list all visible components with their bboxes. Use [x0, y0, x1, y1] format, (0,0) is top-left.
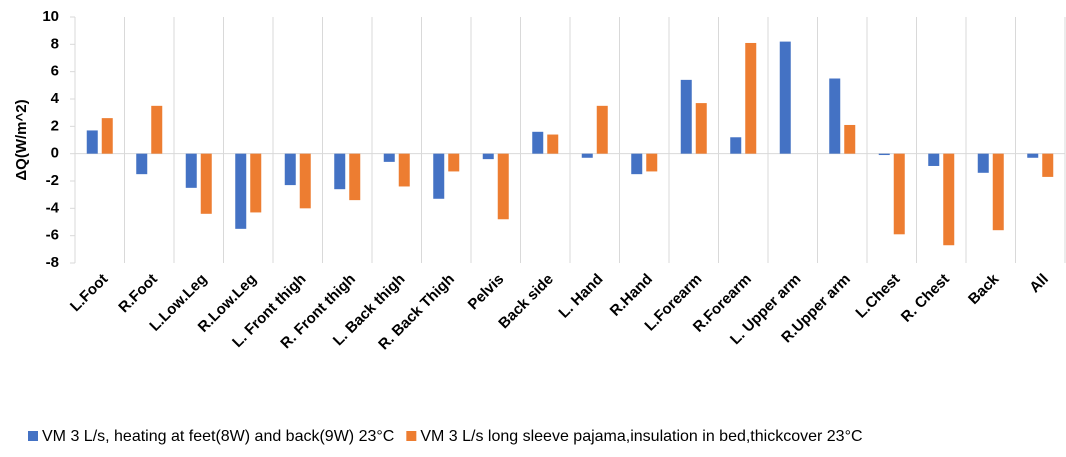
bar — [482, 153, 494, 160]
y-tick-label: 2 — [51, 117, 59, 134]
legend-text: VM 3 L/s, heating at feet(8W) and back(9… — [42, 428, 394, 445]
bar — [992, 153, 1004, 231]
bar — [1042, 153, 1054, 177]
y-tick-label: 0 — [51, 145, 59, 162]
y-tick-label: 4 — [51, 90, 60, 107]
y-tick-label: 6 — [51, 63, 59, 80]
y-tick-label: -2 — [46, 172, 59, 189]
bar — [928, 153, 940, 166]
x-tick-label: L.Chest — [852, 271, 903, 322]
x-tick-label: R.Foot — [115, 271, 161, 317]
bar — [284, 153, 296, 186]
legend-swatch — [28, 431, 38, 441]
x-tick-label: R.Hand — [607, 271, 656, 320]
bar — [695, 103, 707, 154]
bar — [101, 118, 113, 154]
bar — [844, 124, 856, 154]
bar — [299, 153, 311, 209]
bar — [547, 134, 559, 154]
bar — [943, 153, 955, 246]
y-tick-label: 8 — [51, 35, 59, 52]
bar — [532, 131, 544, 154]
x-tick-label: Back — [965, 270, 1003, 308]
y-tick-label: -4 — [46, 199, 60, 216]
legend-text: VM 3 L/s long sleeve pajama,insulation i… — [420, 428, 862, 445]
bar — [631, 153, 643, 175]
x-tick-label: L.Foot — [67, 271, 111, 315]
bar — [235, 153, 247, 229]
bar — [878, 153, 890, 156]
y-tick-label: 10 — [42, 8, 59, 25]
bar — [680, 79, 692, 154]
bar — [250, 153, 262, 213]
bar — [200, 153, 212, 214]
bar — [136, 153, 148, 175]
y-tick-label: -8 — [46, 254, 59, 271]
bar — [334, 153, 346, 190]
x-tick-label: R. Chest — [898, 271, 953, 326]
y-axis-label: ΔQ(W/m^2) — [13, 99, 30, 180]
bar — [185, 153, 197, 188]
x-tick-label: Pelvis — [465, 271, 508, 314]
bar — [151, 105, 163, 154]
bar — [730, 137, 742, 154]
bar — [596, 105, 608, 154]
y-tick-label: -6 — [46, 227, 59, 244]
legend-swatch — [406, 431, 417, 441]
bar — [1027, 153, 1039, 158]
bar — [779, 41, 791, 154]
bar — [646, 153, 658, 172]
bar — [893, 153, 905, 235]
bar — [448, 153, 460, 172]
bar — [497, 153, 509, 220]
bar — [349, 153, 361, 201]
bar — [829, 78, 841, 154]
bar — [398, 153, 410, 187]
x-tick-label: All — [1026, 271, 1052, 297]
bar — [86, 130, 98, 154]
bar — [745, 42, 757, 154]
bar — [581, 153, 593, 158]
bar — [383, 153, 395, 162]
x-tick-label: L. Hand — [555, 271, 606, 322]
bar — [433, 153, 445, 199]
bar — [977, 153, 989, 173]
